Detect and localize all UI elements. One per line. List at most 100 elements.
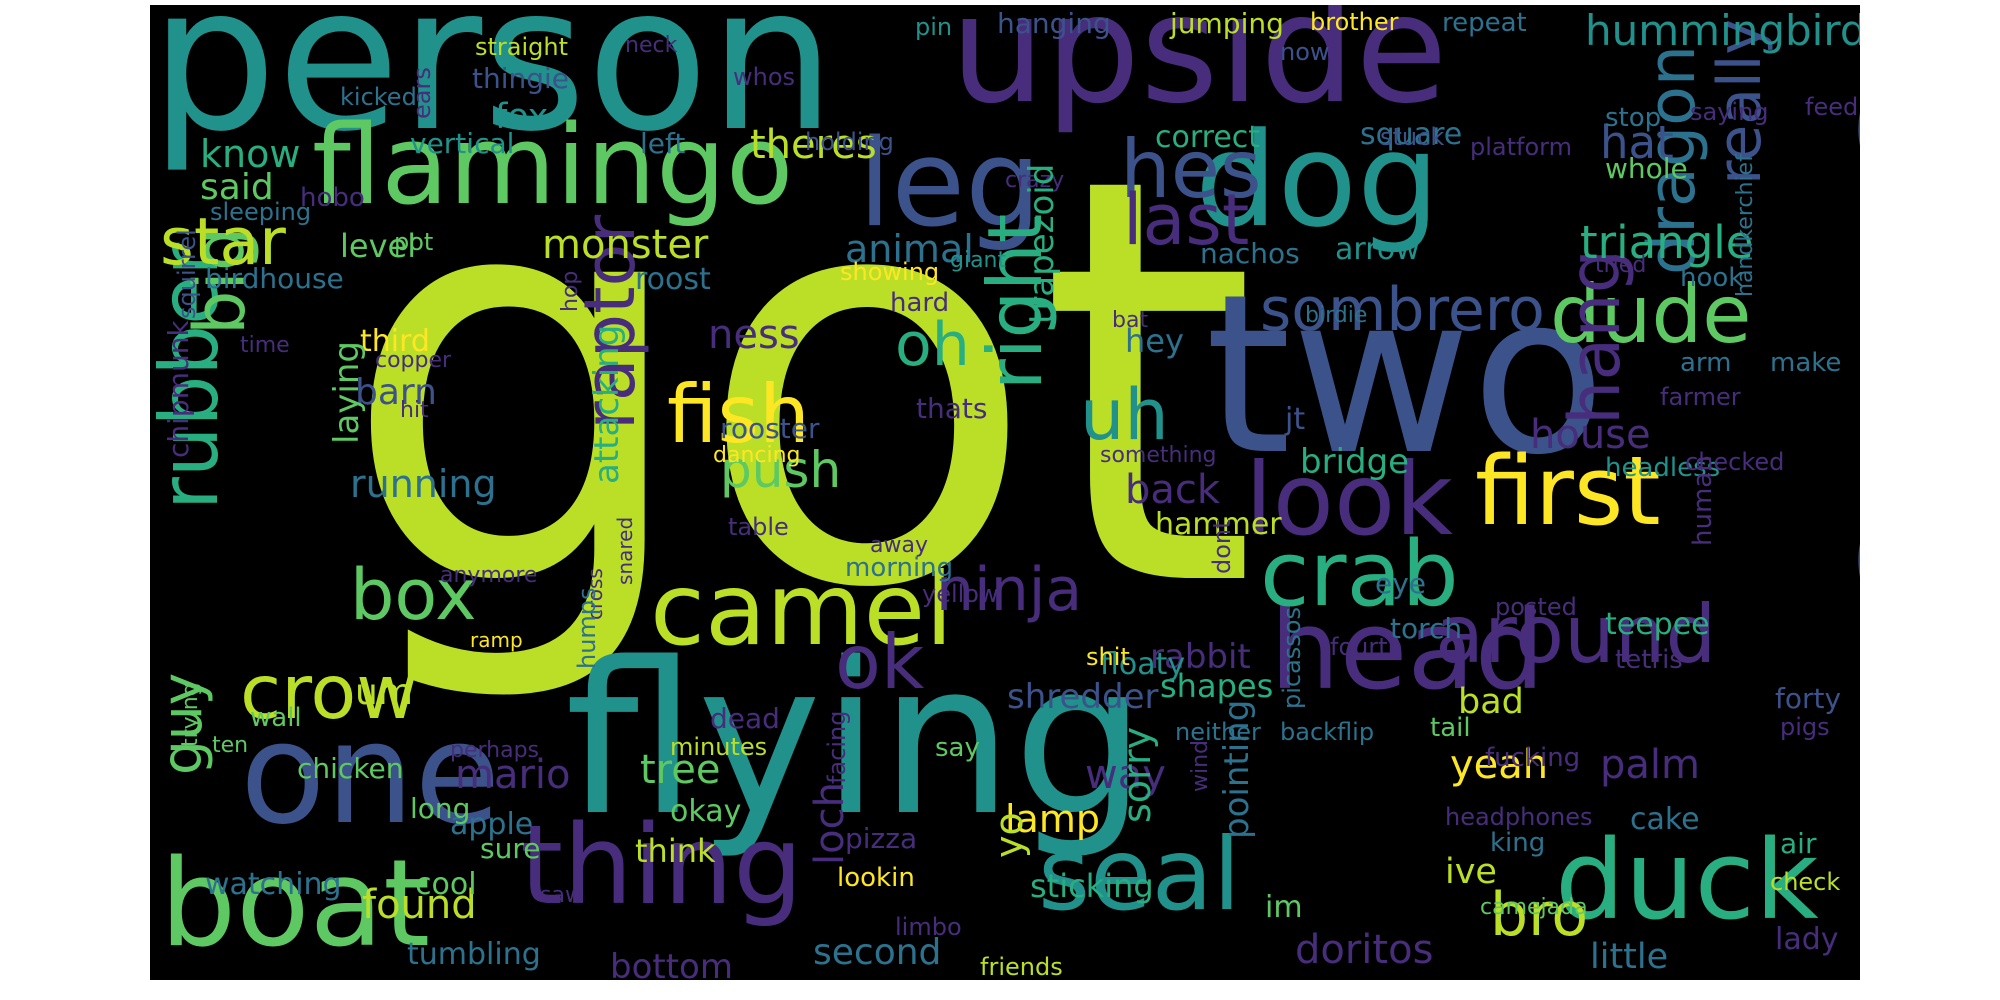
word-whos: whos [733, 63, 796, 91]
word-jumping: jumping [1170, 7, 1284, 40]
word-stop: stop [1605, 103, 1662, 133]
word-watching: watching [205, 867, 342, 902]
word-cloud: got person upside bird two flying flamingo dog l… [150, 5, 1860, 980]
word-platform: platform [1470, 133, 1572, 161]
word-im: im [1265, 890, 1303, 925]
word-think: think [635, 832, 716, 870]
word-bro: bro [1490, 880, 1589, 950]
word-look: look [1245, 441, 1454, 558]
word-hat: hat [1600, 116, 1674, 169]
word-pizza: pizza [845, 822, 918, 855]
word-dont: dont [1208, 519, 1236, 574]
word-friends: friends [980, 953, 1063, 980]
word-saying: saying [1690, 98, 1769, 126]
word-star: star [160, 205, 286, 280]
word-second: second [813, 932, 942, 973]
word-flamingo: flamingo [312, 101, 794, 229]
word-kicked: kicked [340, 83, 417, 111]
word-shapes: shapes [1160, 667, 1274, 705]
word-apple: apple [450, 807, 534, 842]
word-dude: dude [1550, 268, 1752, 361]
word-fourth: fourth [1330, 633, 1403, 661]
word-trapezoid: trapezoid [1022, 163, 1062, 324]
word-whole: whole [1605, 152, 1688, 185]
word-lookin: lookin [837, 863, 915, 893]
word-camejada: camejada [1480, 895, 1588, 920]
word-hanging: hanging [997, 7, 1111, 40]
word-bat: bat [1112, 308, 1149, 333]
word-hop: hop [558, 270, 583, 312]
word-know: know [200, 132, 301, 176]
word-ok: ok [835, 618, 925, 706]
word-hammer: hammer [1155, 507, 1282, 542]
word-tetris: tetris [1615, 645, 1683, 675]
word-hobo: hobo [300, 183, 365, 213]
word-neither: neither [1175, 718, 1261, 746]
word-sure: sure [480, 832, 541, 865]
word-saw: saw [540, 883, 583, 908]
word-chicken: chicken [297, 752, 404, 785]
word-holding: holding [805, 128, 894, 156]
word-crow: crow [240, 648, 418, 736]
word-sombrero: sombrero [1260, 275, 1545, 345]
word-picassos: picassos [1278, 607, 1306, 709]
word-pigs: pigs [1780, 713, 1830, 741]
word-found: found [362, 882, 477, 928]
word-brother: brother [1310, 8, 1399, 36]
word-okay: okay [670, 794, 742, 829]
word-make: make [1770, 348, 1842, 378]
word-cake: cake [1630, 802, 1700, 837]
word-showing: showing [840, 258, 940, 286]
word-mario: mario [455, 752, 571, 798]
word-say: say [935, 733, 980, 763]
word-little: little [1590, 937, 1669, 977]
word-barn: barn [355, 372, 437, 413]
word-tried: tried [1595, 253, 1647, 278]
word-running: running [350, 462, 497, 506]
word-thing: thing [520, 801, 803, 929]
word-dancing: dancing [713, 443, 801, 468]
word-shit: shit [1086, 643, 1130, 671]
word-perhaps: perhaps [450, 738, 540, 763]
word-first: first [1475, 437, 1661, 547]
word-roost: roost [635, 262, 711, 297]
word-arm: arm [1680, 348, 1732, 378]
word-pot: pot [394, 228, 434, 256]
word-said: said [200, 167, 274, 208]
word-camel: camel [650, 551, 953, 668]
word-rabbit: rabbit [1150, 637, 1251, 677]
word-hes: hes [1120, 123, 1262, 216]
word-duck: duck [1555, 816, 1819, 944]
word-doritos: doritos [1295, 927, 1434, 973]
word-level: level [340, 227, 417, 265]
word-one: one [240, 693, 501, 856]
word-triangle: triangle [1580, 216, 1754, 269]
word-thats: thats [916, 392, 988, 425]
word-rooster: rooster [720, 412, 820, 445]
word-attacking: attacking [587, 324, 627, 484]
word-last: last [1123, 179, 1250, 261]
word-torch: torch [1390, 612, 1463, 645]
word-oh: oh [895, 310, 970, 380]
word-ten: ten [212, 733, 249, 758]
word-human: human [1688, 455, 1718, 546]
word-nachos: nachos [1200, 237, 1300, 270]
word-yo: yo [987, 812, 1031, 858]
word-upside: upside [950, 5, 1448, 137]
word-animal: animal [845, 227, 974, 271]
word-box: box [350, 554, 477, 636]
word-sticking: sticking [1030, 867, 1154, 905]
word-flying: flying [565, 617, 1147, 862]
word-palm: palm [1600, 742, 1700, 788]
word-anymore: anymore [440, 563, 538, 588]
word-crazy: crazy [1005, 168, 1065, 193]
word-minutes: minutes [670, 733, 768, 761]
word-push: push [720, 441, 842, 499]
word-check: check [1770, 868, 1841, 896]
word-fucking: fucking [1485, 743, 1581, 773]
word-king: king [1490, 828, 1546, 858]
word-backflip: backflip [1280, 718, 1375, 746]
word-sorry: sorry [1115, 726, 1159, 823]
word-posted: posted [1495, 593, 1577, 621]
word-cool: cool [415, 867, 477, 902]
